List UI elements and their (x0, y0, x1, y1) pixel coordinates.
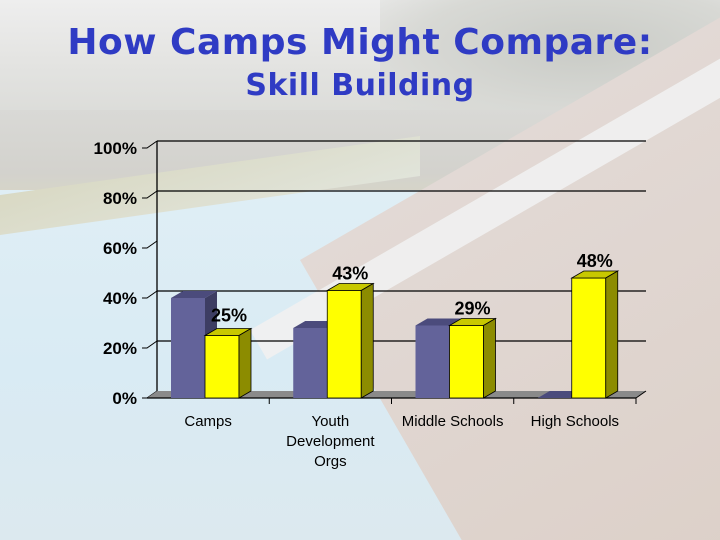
data-label: 25% (211, 306, 247, 326)
x-axis-labels: Camps Youth Development Orgs Middle Schools H… (184, 413, 619, 470)
data-label: 29% (454, 299, 490, 319)
bar-camps-series-1 (171, 291, 217, 398)
chart-bars (171, 270, 620, 399)
bar-high-schools-series-2 (570, 270, 620, 399)
bar-youth-development-orgs-series-2 (325, 282, 375, 399)
y-tick-label: 20% (103, 339, 137, 358)
x-category-label: Camps (184, 413, 232, 430)
y-tick-label: 60% (103, 239, 137, 258)
y-tick-label: 0% (112, 389, 137, 408)
data-label: 43% (332, 264, 368, 284)
bar-middle-schools-series-2 (448, 317, 497, 399)
x-category-label: Orgs (314, 453, 347, 470)
slide-subtitle: Skill Building (245, 68, 475, 103)
data-labels: 25% 43% 29% 48% (211, 251, 613, 326)
y-tick-label: 80% (103, 189, 137, 208)
data-label: 48% (577, 251, 613, 271)
x-category-label: High Schools (531, 413, 619, 430)
x-category-label: Middle Schools (402, 413, 504, 430)
x-category-label: Youth (311, 413, 349, 430)
slide-title: How Camps Might Compare: (67, 22, 653, 63)
y-tick-label: 40% (103, 289, 137, 308)
chart-gridlines (142, 140, 646, 399)
y-tick-label: 100% (94, 139, 137, 158)
y-axis-labels: 0% 20% 40% 60% 80% 100% (94, 139, 137, 408)
bar-camps-series-2 (203, 327, 253, 399)
x-category-label: Development (286, 433, 375, 450)
